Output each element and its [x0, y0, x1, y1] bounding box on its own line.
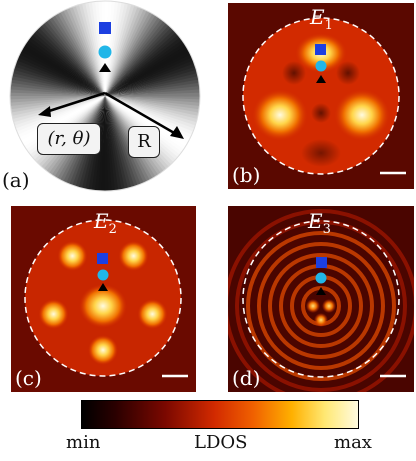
- panel-b-ldos-map: [228, 3, 414, 189]
- colorbar: [81, 400, 359, 429]
- panel-c: E2 (c): [11, 206, 196, 392]
- panel-c-label: (c): [15, 366, 42, 390]
- panel-d: E3 (d): [224, 206, 416, 403]
- colorbar-max-label: max: [334, 432, 372, 453]
- panel-b: E1 (b): [228, 3, 414, 189]
- panel-a-label: (a): [2, 168, 30, 192]
- radius-label: R: [128, 126, 160, 158]
- panel-b-title: E1: [310, 5, 333, 33]
- square-marker: [99, 22, 111, 34]
- coordinate-arrow: [45, 91, 106, 114]
- panel-d-title: E3: [308, 209, 331, 237]
- panel-c-title: E2: [94, 209, 117, 237]
- triangle-marker: [99, 63, 111, 72]
- colorbar-center-label: LDOS: [194, 432, 248, 453]
- panel-d-label: (d): [232, 366, 261, 390]
- panel-d-ldos-map: [224, 206, 416, 403]
- panel-b-label: (b): [232, 163, 261, 187]
- panel-a-disk: [9, 0, 201, 192]
- radius-arrow: [104, 91, 177, 136]
- panel-a: (r, θ) R (a): [0, 0, 212, 200]
- circle-marker: [98, 45, 112, 59]
- panel-c-ldos-map: [11, 206, 196, 392]
- coordinate-label: (r, θ): [37, 123, 101, 155]
- colorbar-min-label: min: [66, 432, 101, 453]
